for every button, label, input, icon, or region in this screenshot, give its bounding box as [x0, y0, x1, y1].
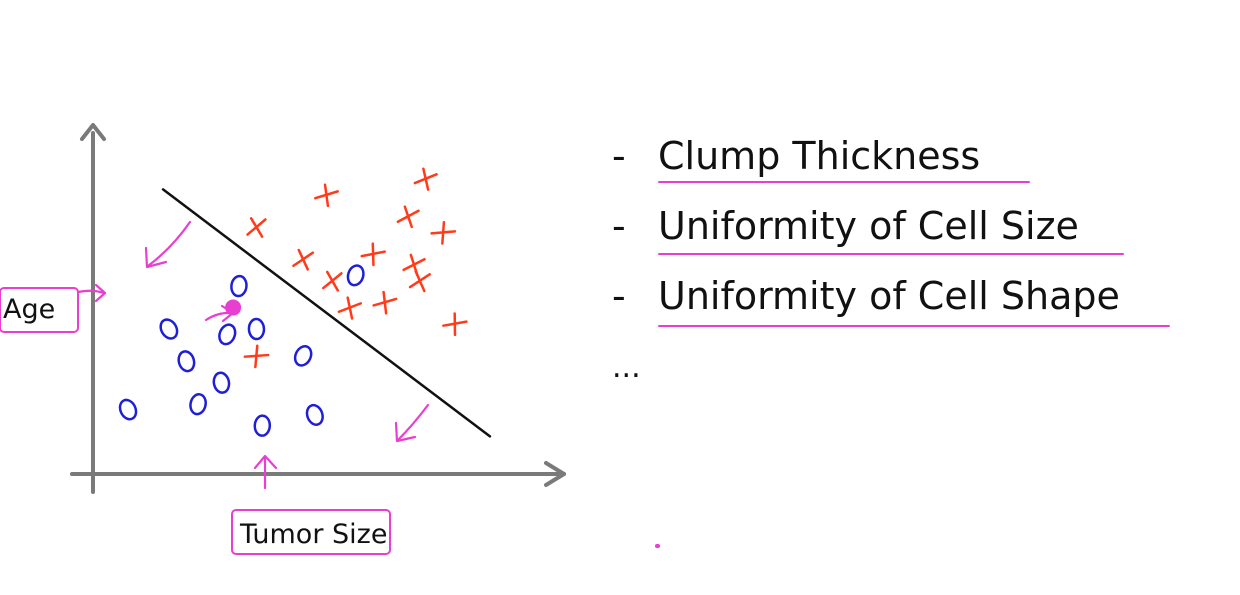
benign-point	[212, 371, 231, 394]
malignant-stroke	[382, 290, 388, 315]
malignant-stroke	[371, 242, 375, 267]
malignant-stroke	[422, 167, 430, 191]
malignant-point	[396, 205, 420, 229]
malignant-point	[402, 253, 426, 277]
ellipsis: ...	[612, 350, 641, 385]
benign-point	[159, 318, 179, 340]
malignant-stroke	[403, 205, 413, 229]
feature-text: Uniformity of Cell Size	[658, 204, 1079, 248]
malignant-point	[292, 248, 315, 271]
plot-axes	[70, 123, 566, 494]
feature-dash: -	[612, 134, 626, 178]
pen-dot	[655, 544, 660, 548]
malignant-point	[372, 290, 398, 315]
ylabel: Age	[3, 294, 55, 325]
malignant-stroke	[249, 217, 264, 238]
benign-point	[247, 317, 266, 341]
malignant-point	[408, 270, 431, 293]
annotation-arrow	[253, 454, 278, 470]
malignant-point	[321, 270, 343, 292]
benign-point	[305, 403, 324, 426]
xlabel: Tumor Size	[239, 519, 387, 550]
malignant-point	[243, 344, 270, 369]
feature-dash: -	[612, 204, 626, 248]
annotation-arrow	[396, 403, 430, 442]
malignant-point	[413, 167, 438, 191]
malignant-point	[246, 217, 267, 238]
feature-item-uniformity-cell-shape: - Uniformity of Cell Shape	[612, 270, 1170, 340]
benign-point	[218, 323, 237, 346]
annotation-arrow	[204, 311, 234, 322]
feature-item-uniformity-cell-size: - Uniformity of Cell Size	[612, 200, 1124, 270]
malignant-stroke	[453, 312, 457, 337]
pen-annotations-layer	[76, 220, 430, 490]
annotation-arrow	[394, 421, 417, 443]
annotation-arrow	[144, 246, 168, 269]
malignant-stroke	[323, 183, 330, 208]
malignant-point	[360, 242, 386, 267]
y-axis-arrow	[80, 123, 106, 141]
malignant-point	[442, 312, 468, 337]
feature-dash: -	[612, 274, 626, 318]
axis-labels-layer: Age Tumor Size	[0, 287, 391, 555]
benign-point	[293, 345, 313, 367]
feature-list: - Clump Thickness - Uniformity of Cell Siz…	[612, 130, 1170, 340]
malignant-point	[337, 296, 363, 320]
x-axis-arrow	[544, 461, 566, 487]
feature-text: Clump Thickness	[658, 134, 981, 178]
benign-point	[189, 393, 207, 416]
annotation-arrow	[146, 220, 192, 268]
benign-point	[118, 398, 138, 421]
benign-point	[253, 414, 272, 437]
annotation-arrow	[220, 304, 235, 323]
annotation-arrow	[94, 283, 107, 303]
malignant-stroke	[441, 220, 446, 245]
malignant-stroke	[297, 248, 310, 271]
data-points-layer	[118, 167, 468, 437]
malignant-stroke	[254, 344, 259, 369]
decision-boundary-line	[161, 188, 492, 438]
malignant-stroke	[409, 253, 419, 277]
malignant-point	[430, 220, 457, 245]
feature-text: Uniformity of Cell Shape	[658, 274, 1120, 318]
benign-point	[346, 264, 365, 287]
feature-underline	[658, 253, 1124, 255]
feature-underline	[658, 325, 1170, 327]
decision-boundary-layer	[161, 188, 492, 438]
malignant-stroke	[346, 296, 354, 320]
xlabel-box	[231, 509, 391, 555]
benign-point	[230, 274, 248, 298]
malignant-stroke	[325, 270, 340, 292]
benign-point	[177, 350, 196, 373]
annotation-arrow	[76, 289, 106, 295]
ylabel-box	[0, 287, 79, 333]
malignant-point	[314, 183, 339, 208]
feature-item-clump-thickness: - Clump Thickness	[612, 130, 1120, 200]
feature-underline	[658, 181, 1030, 183]
